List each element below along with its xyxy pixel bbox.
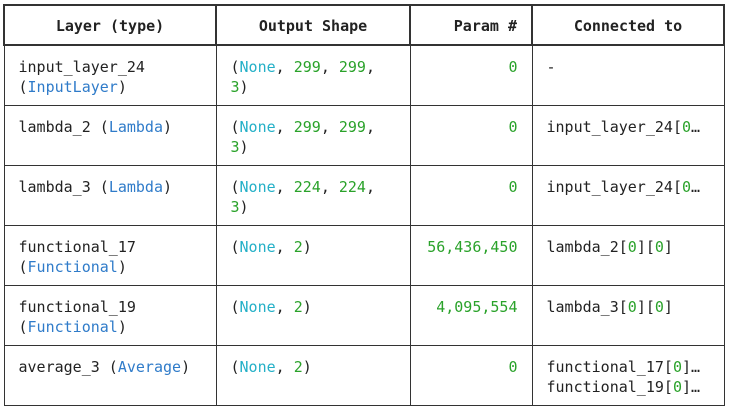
shape-none: None	[239, 358, 276, 376]
shape-dim: 299	[293, 58, 321, 76]
param-count: 0	[508, 118, 518, 136]
param-count-cell: 0	[409, 105, 533, 166]
connected-to-cell: -	[531, 44, 725, 106]
table-row: functional_17 (Functional) (None, 2) 56,43…	[3, 225, 725, 286]
param-count-cell: 4,095,554	[409, 285, 533, 346]
table-row: lambda_2 (Lambda) (None, 299, 299, 3) 0 inp…	[3, 105, 725, 166]
output-shape-cell: (None, 2)	[215, 225, 411, 286]
layer-name: lambda_2	[18, 118, 91, 136]
layer-cell: average_3 (Average)	[3, 345, 217, 406]
layer-type: Functional	[27, 258, 118, 276]
shape-dim: 299	[293, 118, 321, 136]
param-count: 0	[508, 178, 518, 196]
connected-to-cell: lambda_2[0][0]	[531, 225, 725, 286]
header-layer-type: Layer (type)	[3, 4, 217, 46]
connected-to-cell: lambda_3[0][0]	[531, 285, 725, 346]
param-count-cell: 0	[409, 345, 533, 406]
param-count: 0	[508, 58, 518, 76]
connected-to-cell: functional_17[0]… functional_19[0]…	[531, 345, 725, 406]
connected-to-entry: input_layer_24[0…	[546, 178, 701, 196]
shape-dim: 2	[293, 238, 303, 256]
param-count-cell: 0	[409, 165, 533, 226]
param-count-cell: 56,436,450	[409, 225, 533, 286]
shape-dim: 3	[230, 78, 240, 96]
layer-name: input_layer_24	[18, 58, 145, 76]
table-row: functional_19 (Functional) (None, 2) 4,095…	[3, 285, 725, 346]
header-param-count: Param #	[409, 4, 533, 46]
param-count: 56,436,450	[427, 238, 518, 256]
table-row: input_layer_24 (InputLayer) (None, 299, 2…	[3, 44, 725, 106]
output-shape-cell: (None, 299, 299, 3)	[215, 105, 411, 166]
layer-name: functional_19	[18, 298, 136, 316]
layer-type: Lambda	[108, 178, 163, 196]
layer-type: Functional	[27, 318, 118, 336]
output-shape-cell: (None, 299, 299, 3)	[215, 44, 411, 106]
table-row: lambda_3 (Lambda) (None, 224, 224, 3) 0 inp…	[3, 165, 725, 226]
param-count: 4,095,554	[436, 298, 518, 316]
shape-none: None	[239, 238, 276, 256]
model-summary-table-wrapper: Layer (type) Output Shape Param # Connec…	[3, 4, 725, 406]
shape-dim: 224	[338, 178, 366, 196]
shape-dim: 299	[338, 58, 366, 76]
header-output-shape: Output Shape	[215, 4, 411, 46]
shape-dim: 2	[293, 358, 303, 376]
shape-dim: 3	[230, 198, 240, 216]
layer-cell: lambda_3 (Lambda)	[3, 165, 217, 226]
connected-to-cell: input_layer_24[0…	[531, 105, 725, 166]
shape-none: None	[239, 298, 276, 316]
layer-cell: lambda_2 (Lambda)	[3, 105, 217, 166]
layer-cell: functional_19 (Functional)	[3, 285, 217, 346]
layer-cell: functional_17 (Functional)	[3, 225, 217, 286]
shape-dim: 224	[293, 178, 321, 196]
model-summary-table: Layer (type) Output Shape Param # Connec…	[3, 4, 725, 406]
table-body: input_layer_24 (InputLayer) (None, 299, 2…	[3, 44, 725, 406]
layer-type: Lambda	[108, 118, 163, 136]
layer-type: InputLayer	[27, 78, 118, 96]
output-shape-cell: (None, 224, 224, 3)	[215, 165, 411, 226]
layer-type: Average	[117, 358, 182, 376]
header-connected-to: Connected to	[531, 4, 725, 46]
output-shape-cell: (None, 2)	[215, 285, 411, 346]
connected-to-cell: input_layer_24[0…	[531, 165, 725, 226]
shape-none: None	[239, 58, 276, 76]
table-row: average_3 (Average) (None, 2) 0 functional_…	[3, 345, 725, 406]
header-row: Layer (type) Output Shape Param # Connec…	[3, 4, 725, 46]
param-count: 0	[508, 358, 518, 376]
shape-dim: 2	[293, 298, 303, 316]
layer-name: average_3	[18, 358, 100, 376]
param-count-cell: 0	[409, 44, 533, 106]
shape-dim: 3	[230, 138, 240, 156]
layer-name: functional_17	[18, 238, 136, 256]
layer-name: lambda_3	[18, 178, 91, 196]
connected-to-entry: -	[546, 58, 556, 76]
connected-to-entry: functional_19[0]…	[546, 378, 701, 396]
connected-to-entry: lambda_3[0][0]	[546, 298, 673, 316]
layer-cell: input_layer_24 (InputLayer)	[3, 44, 217, 106]
shape-none: None	[239, 178, 276, 196]
connected-to-entry: input_layer_24[0…	[546, 118, 701, 136]
connected-to-entry: lambda_2[0][0]	[546, 238, 673, 256]
shape-dim: 299	[338, 118, 366, 136]
connected-to-entry: functional_17[0]…	[546, 358, 701, 376]
output-shape-cell: (None, 2)	[215, 345, 411, 406]
shape-none: None	[239, 118, 276, 136]
